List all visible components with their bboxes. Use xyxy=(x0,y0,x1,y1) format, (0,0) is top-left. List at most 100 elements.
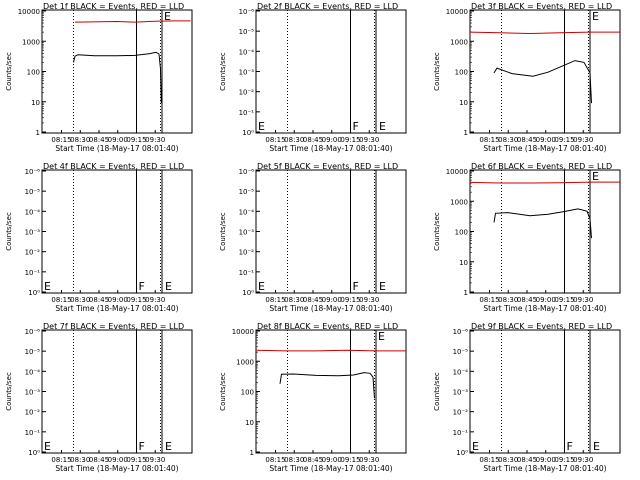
panel-2-ylabel: Counts/sec xyxy=(219,52,227,91)
panel-9-xtick-label: 08:30 xyxy=(498,456,518,464)
panel-8-xtick-label: 09:15 xyxy=(340,456,360,464)
panel-3-ytick-label: 100 xyxy=(455,69,468,77)
panel-8-xtick-label: 08:15 xyxy=(265,456,285,464)
panel-8-marker-e: E xyxy=(378,330,385,343)
panel-8-ytick-label: 10000 xyxy=(232,328,254,336)
panel-9-ytick-label: 10⁻³ xyxy=(453,389,469,397)
panel-3-events-series xyxy=(493,60,592,104)
panel-7-xtick-label: 08:30 xyxy=(70,456,90,464)
panel-7-xtick-label: 09:00 xyxy=(108,456,128,464)
panel-3-ytick-label: 1 xyxy=(464,129,468,137)
panel-3-marker-e: E xyxy=(592,10,599,23)
panel-3-xlabel: Start Time (18-May-17 08:01:40) xyxy=(483,144,606,153)
panel-2-marker-f: F xyxy=(353,120,359,133)
panel-5-ytick-label: 10⁻² xyxy=(239,249,255,257)
panel-1-xtick-label: 08:30 xyxy=(70,136,90,144)
panel-3-ylabel: Counts/sec xyxy=(433,52,441,91)
panel-7-frame xyxy=(41,329,193,454)
panel-9-xtick-label: 08:15 xyxy=(479,456,499,464)
panel-3-title: Det 3f BLACK = Events, RED = LLD xyxy=(471,2,612,11)
panel-1-xtick-label: 09:15 xyxy=(126,136,146,144)
panel-1-ytick-label: 10000 xyxy=(18,8,40,16)
panel-9-title: Det 9f BLACK = Events, RED = LLD xyxy=(471,322,612,331)
panel-2-ytick-label: 10⁻³ xyxy=(239,69,255,77)
panel-2-frame xyxy=(255,9,407,134)
panel-7-ytick-label: 10⁰ xyxy=(28,449,40,457)
panel-7-ytick-label: 10⁻⁶ xyxy=(25,328,41,336)
panel-1-xtick-label: 09:30 xyxy=(145,136,165,144)
panel-8-xlabel: Start Time (18-May-17 08:01:40) xyxy=(269,464,392,473)
panel-5-title: Det 5f BLACK = Events, RED = LLD xyxy=(257,162,398,171)
panel-6-xtick-label: 08:15 xyxy=(479,296,499,304)
panel-9-ytick-label: 10⁻⁵ xyxy=(453,348,469,356)
panel-4-ytick-label: 10⁻⁶ xyxy=(25,168,41,176)
panel-9-xlabel: Start Time (18-May-17 08:01:40) xyxy=(483,464,606,473)
panel-3-xtick-label: 09:00 xyxy=(536,136,556,144)
panel-7-xtick-label: 09:30 xyxy=(145,456,165,464)
panel-2-xlabel: Start Time (18-May-17 08:01:40) xyxy=(269,144,392,153)
panel-9-xtick-label: 09:00 xyxy=(536,456,556,464)
panel-2-xtick-label: 09:30 xyxy=(359,136,379,144)
panel-8-xtick-label: 08:30 xyxy=(284,456,304,464)
panel-8-title: Det 8f BLACK = Events, RED = LLD xyxy=(257,322,398,331)
panel-6-xtick-label: 09:30 xyxy=(573,296,593,304)
panel-2-xtick-label: 08:15 xyxy=(265,136,285,144)
panel-1-xtick-label: 08:45 xyxy=(89,136,109,144)
panel-5-xtick-label: 08:15 xyxy=(265,296,285,304)
panel-5-xlabel: Start Time (18-May-17 08:01:40) xyxy=(269,304,392,313)
panel-7-marker-e: E xyxy=(165,440,172,453)
panel-1-frame xyxy=(41,9,193,134)
panel-1-xtick-label: 08:15 xyxy=(51,136,71,144)
panel-8-events-series xyxy=(279,372,375,399)
panel-2-ytick-label: 10⁻⁶ xyxy=(239,8,255,16)
panel-3-xtick-label: 08:45 xyxy=(517,136,537,144)
panel-6-xtick-label: 09:00 xyxy=(536,296,556,304)
panel-6-frame xyxy=(469,169,621,294)
panel-4-xtick-label: 08:15 xyxy=(51,296,71,304)
panel-4-marker-left-e: E xyxy=(44,280,51,293)
panel-5-ytick-label: 10⁻⁴ xyxy=(239,208,255,216)
panel-2-ytick-label: 10⁻¹ xyxy=(239,109,255,117)
panel-3-ytick-label: 10 xyxy=(459,99,468,107)
panel-8-frame xyxy=(255,329,407,454)
panel-2-ytick-label: 10⁻⁴ xyxy=(239,48,255,56)
panel-6-ytick-label: 10 xyxy=(459,259,468,267)
panel-7-ytick-label: 10⁻¹ xyxy=(25,429,41,437)
panel-9-ytick-label: 10⁻² xyxy=(453,409,469,417)
panel-3-lld-series xyxy=(469,31,620,35)
panel-7-xlabel: Start Time (18-May-17 08:01:40) xyxy=(55,464,178,473)
panel-2-ytick-label: 10⁻² xyxy=(239,89,255,97)
panel-6-lld-series xyxy=(469,181,620,184)
panel-9-ytick-label: 10⁻⁴ xyxy=(453,368,469,376)
panel-2-marker-left-e: E xyxy=(258,120,265,133)
panel-5-marker-left-e: E xyxy=(258,280,265,293)
panel-8-xtick-label: 09:30 xyxy=(359,456,379,464)
panel-8-ytick-label: 100 xyxy=(241,389,254,397)
panel-9-marker-e: E xyxy=(593,440,600,453)
panel-5-ylabel: Counts/sec xyxy=(219,212,227,251)
panel-3-ytick-label: 1000 xyxy=(450,38,468,46)
panel-2-xtick-label: 09:00 xyxy=(322,136,342,144)
panel-7-ytick-label: 10⁻³ xyxy=(25,389,41,397)
panel-6-ytick-label: 1 xyxy=(464,289,468,297)
panel-7-ytick-label: 10⁻⁵ xyxy=(25,348,41,356)
panel-5-frame xyxy=(255,169,407,294)
panel-9-ytick-label: 10⁻⁶ xyxy=(453,328,469,336)
panel-2-marker-e: E xyxy=(379,120,386,133)
panel-6-events-series xyxy=(493,208,592,239)
panel-1-title: Det 1f BLACK = Events, RED = LLD xyxy=(43,2,184,11)
panel-4-ytick-label: 10⁻³ xyxy=(25,229,41,237)
panel-5-marker-e: E xyxy=(379,280,386,293)
panel-9-ylabel: Counts/sec xyxy=(433,372,441,411)
panel-6-ytick-label: 1000 xyxy=(450,198,468,206)
panel-7-marker-left-e: E xyxy=(44,440,51,453)
panel-8-xtick-label: 08:45 xyxy=(303,456,323,464)
panel-2-xtick-label: 09:15 xyxy=(340,136,360,144)
panel-1-ytick-label: 1 xyxy=(36,129,40,137)
panel-2-ytick-label: 10⁰ xyxy=(242,129,254,137)
panel-2-title: Det 2f BLACK = Events, RED = LLD xyxy=(257,2,398,11)
panel-4-xtick-label: 09:15 xyxy=(126,296,146,304)
panel-1-ylabel: Counts/sec xyxy=(5,52,13,91)
panel-5-ytick-label: 10⁰ xyxy=(242,289,254,297)
